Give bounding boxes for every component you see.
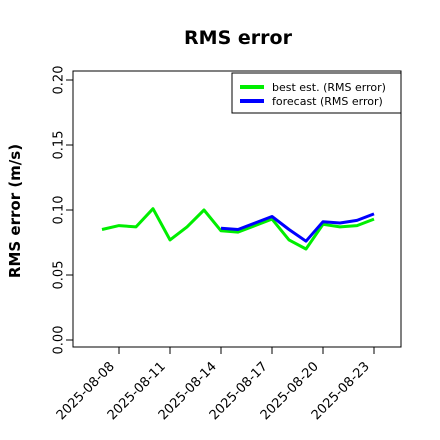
legend-label: forecast (RMS error) <box>272 95 383 108</box>
chart-title: RMS error <box>184 27 293 49</box>
y-tick-label: 0.05 <box>52 261 67 290</box>
y-tick-label: 0.10 <box>52 196 67 225</box>
y-tick-label: 0.20 <box>52 66 67 95</box>
legend-label: best est. (RMS error) <box>272 81 386 94</box>
y-tick-label: 0.15 <box>52 131 67 160</box>
y-tick-label: 0.00 <box>52 326 67 355</box>
series-line-best-est <box>101 207 375 251</box>
plot-frame <box>72 70 402 348</box>
plot-area: 0.000.050.100.150.202025-08-082025-08-11… <box>52 66 402 423</box>
legend-box <box>231 72 402 114</box>
y-axis-label: RMS error (m/s) <box>6 144 24 278</box>
series-line-forecast <box>220 212 375 243</box>
